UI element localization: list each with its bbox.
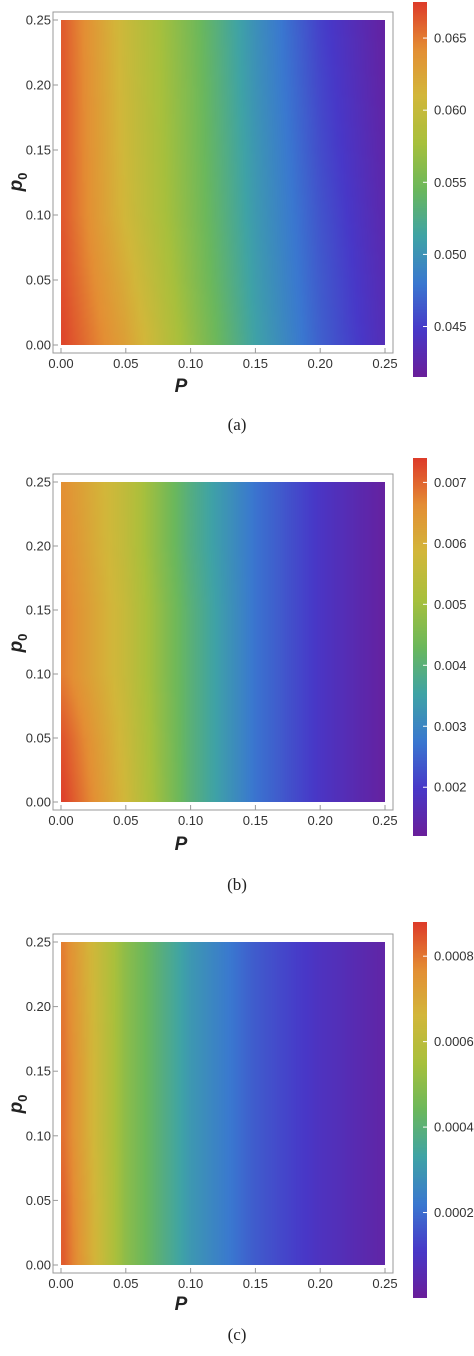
y-tick-label: 0.20 bbox=[26, 539, 51, 554]
colorbar-tick-label: 0.003 bbox=[434, 719, 467, 734]
y-axis-label: p0 bbox=[6, 634, 30, 654]
x-tick-label: 0.05 bbox=[113, 813, 138, 828]
x-tick-label: 0.10 bbox=[178, 1276, 203, 1291]
y-tick-label: 0.10 bbox=[26, 667, 51, 682]
figure-caption: (c) bbox=[228, 1325, 247, 1344]
x-tick-label: 0.10 bbox=[178, 356, 203, 371]
y-tick-label: 0.00 bbox=[26, 795, 51, 810]
chart-panel-2: 0.00 0.05 0.10 0.15 0.20 0.25 0.00 0.05 0.10 0.15… bbox=[6, 458, 467, 894]
chart-panel-3: 0.00 0.05 0.10 0.15 0.20 0.25 0.00 0.05 0.10 0.15… bbox=[6, 922, 474, 1344]
colorbar-tick-label: 0.055 bbox=[434, 175, 467, 190]
figure-caption: (a) bbox=[228, 415, 247, 434]
x-tick-label: 0.15 bbox=[243, 1276, 268, 1291]
x-tick-label: 0.00 bbox=[48, 356, 73, 371]
x-tick-label: 0.00 bbox=[48, 813, 73, 828]
y-tick-label: 0.25 bbox=[26, 935, 51, 950]
plot-frame bbox=[52, 933, 394, 1274]
y-axis-label-base: p bbox=[6, 641, 27, 654]
y-tick-label: 0.05 bbox=[26, 731, 51, 746]
y-tick-label: 0.25 bbox=[26, 13, 51, 28]
plot-frame bbox=[52, 473, 394, 811]
y-axis-label-subscript: 0 bbox=[15, 173, 30, 180]
x-tick-label: 0.15 bbox=[243, 356, 268, 371]
y-axis-label-base: p bbox=[6, 180, 27, 193]
x-tick-label: 0.10 bbox=[178, 813, 203, 828]
chart-panel-1: 0.00 0.05 0.10 0.15 0.20 0.25 0.00 0.05 0.10 0.15… bbox=[6, 2, 467, 434]
colorbar bbox=[413, 922, 427, 1298]
x-tick-label: 0.20 bbox=[308, 813, 333, 828]
y-tick-label: 0.10 bbox=[26, 208, 51, 223]
x-tick-label: 0.15 bbox=[243, 813, 268, 828]
y-tick-label: 0.10 bbox=[26, 1128, 51, 1143]
x-tick-label: 0.25 bbox=[372, 356, 397, 371]
heatmap-image bbox=[61, 482, 385, 802]
y-tick-label: 0.00 bbox=[26, 338, 51, 353]
y-tick-label: 0.05 bbox=[26, 273, 51, 288]
colorbar-tick-label: 0.0004 bbox=[434, 1120, 474, 1135]
heatmap-image bbox=[61, 942, 385, 1265]
colorbar-tick-label: 0.002 bbox=[434, 780, 467, 795]
y-tick-label: 0.15 bbox=[26, 603, 51, 618]
x-tick-label: 0.20 bbox=[308, 356, 333, 371]
y-axis-label: p0 bbox=[6, 173, 30, 193]
y-tick-label: 0.25 bbox=[26, 475, 51, 490]
colorbar bbox=[413, 458, 427, 836]
y-tick-label: 0.00 bbox=[26, 1258, 51, 1273]
colorbar-tick-label: 0.0008 bbox=[434, 949, 474, 964]
colorbar bbox=[413, 2, 427, 377]
y-tick-label: 0.20 bbox=[26, 78, 51, 93]
colorbar-tick-label: 0.006 bbox=[434, 536, 467, 551]
colorbar-tick-label: 0.007 bbox=[434, 475, 467, 490]
plot-frame bbox=[52, 11, 394, 354]
x-tick-label: 0.25 bbox=[372, 1276, 397, 1291]
x-axis-label: P bbox=[175, 834, 188, 855]
heatmap-image bbox=[61, 20, 385, 345]
colorbar-tick-label: 0.050 bbox=[434, 247, 467, 262]
y-tick-label: 0.20 bbox=[26, 999, 51, 1014]
colorbar-tick-label: 0.060 bbox=[434, 103, 467, 118]
y-axis-label: p0 bbox=[6, 1095, 30, 1115]
x-axis-label: P bbox=[175, 1294, 188, 1315]
y-tick-label: 0.15 bbox=[26, 143, 51, 158]
y-tick-label: 0.05 bbox=[26, 1193, 51, 1208]
x-tick-label: 0.25 bbox=[372, 813, 397, 828]
x-axis-label: P bbox=[175, 376, 188, 397]
colorbar-tick-label: 0.0006 bbox=[434, 1034, 474, 1049]
y-axis-label-base: p bbox=[6, 1102, 27, 1115]
y-axis-label-subscript: 0 bbox=[15, 634, 30, 641]
figure-caption: (b) bbox=[227, 875, 247, 894]
colorbar-tick-label: 0.065 bbox=[434, 31, 467, 46]
colorbar-tick-label: 0.004 bbox=[434, 658, 467, 673]
y-axis-label-subscript: 0 bbox=[15, 1095, 30, 1102]
colorbar-tick-label: 0.0002 bbox=[434, 1205, 474, 1220]
x-tick-label: 0.05 bbox=[113, 356, 138, 371]
x-tick-label: 0.00 bbox=[48, 1276, 73, 1291]
x-tick-label: 0.20 bbox=[308, 1276, 333, 1291]
y-tick-label: 0.15 bbox=[26, 1064, 51, 1079]
x-tick-label: 0.05 bbox=[113, 1276, 138, 1291]
colorbar-tick-label: 0.045 bbox=[434, 319, 467, 334]
colorbar-tick-label: 0.005 bbox=[434, 597, 467, 612]
